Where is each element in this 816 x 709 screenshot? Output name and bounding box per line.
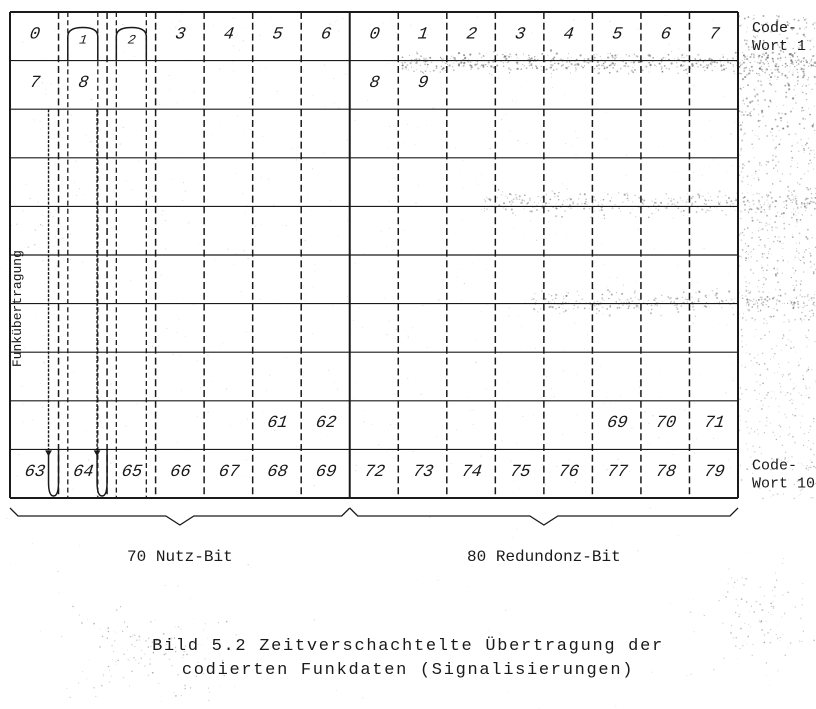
svg-text:61: 61 xyxy=(266,414,289,433)
svg-text:Code-: Code- xyxy=(752,457,797,474)
svg-text:Funkübertragung: Funkübertragung xyxy=(10,250,25,367)
svg-text:0: 0 xyxy=(368,25,381,44)
svg-text:68: 68 xyxy=(266,463,289,482)
svg-text:69: 69 xyxy=(606,414,629,433)
svg-text:6: 6 xyxy=(320,25,333,44)
svg-text:65: 65 xyxy=(120,463,143,482)
svg-text:8: 8 xyxy=(368,74,381,93)
svg-text:Wort 1: Wort 1 xyxy=(752,38,806,55)
svg-text:62: 62 xyxy=(314,414,337,433)
svg-text:79: 79 xyxy=(703,463,726,482)
svg-text:70: 70 xyxy=(654,414,677,433)
svg-text:5: 5 xyxy=(271,25,284,44)
svg-text:codierten Funkdaten (Signalisi: codierten Funkdaten (Signalisierungen) xyxy=(182,661,634,680)
svg-text:7: 7 xyxy=(28,74,42,93)
svg-text:75: 75 xyxy=(509,463,532,482)
svg-text:2: 2 xyxy=(127,33,137,48)
svg-text:0: 0 xyxy=(28,25,41,44)
svg-text:9: 9 xyxy=(417,74,430,93)
svg-text:4: 4 xyxy=(222,25,235,44)
svg-text:76: 76 xyxy=(557,463,580,482)
svg-text:5: 5 xyxy=(611,25,624,44)
svg-text:Wort 10: Wort 10 xyxy=(752,475,815,492)
svg-text:6: 6 xyxy=(659,25,672,44)
svg-text:63: 63 xyxy=(23,463,46,482)
svg-text:2: 2 xyxy=(465,25,478,44)
svg-text:80 Redundonz-Bit: 80 Redundonz-Bit xyxy=(467,548,621,566)
svg-text:1: 1 xyxy=(78,33,88,48)
svg-text:73: 73 xyxy=(411,463,434,482)
svg-text:70 Nutz-Bit: 70 Nutz-Bit xyxy=(127,548,233,566)
svg-text:Code-: Code- xyxy=(752,20,797,37)
svg-text:66: 66 xyxy=(169,463,192,482)
svg-text:74: 74 xyxy=(460,463,483,482)
svg-text:72: 72 xyxy=(363,463,386,482)
svg-text:8: 8 xyxy=(77,74,90,93)
svg-text:69: 69 xyxy=(314,463,337,482)
svg-text:67: 67 xyxy=(217,463,241,482)
svg-text:78: 78 xyxy=(654,463,677,482)
svg-text:71: 71 xyxy=(703,414,726,433)
svg-text:77: 77 xyxy=(606,463,630,482)
svg-text:3: 3 xyxy=(174,25,187,44)
svg-text:64: 64 xyxy=(72,463,95,482)
svg-text:7: 7 xyxy=(708,25,722,44)
svg-text:Bild 5.2 Zeitverschachtelte: Bild 5.2 Zeitverschachtelte Übertragung … xyxy=(152,636,664,656)
svg-text:3: 3 xyxy=(514,25,527,44)
svg-text:4: 4 xyxy=(562,25,575,44)
